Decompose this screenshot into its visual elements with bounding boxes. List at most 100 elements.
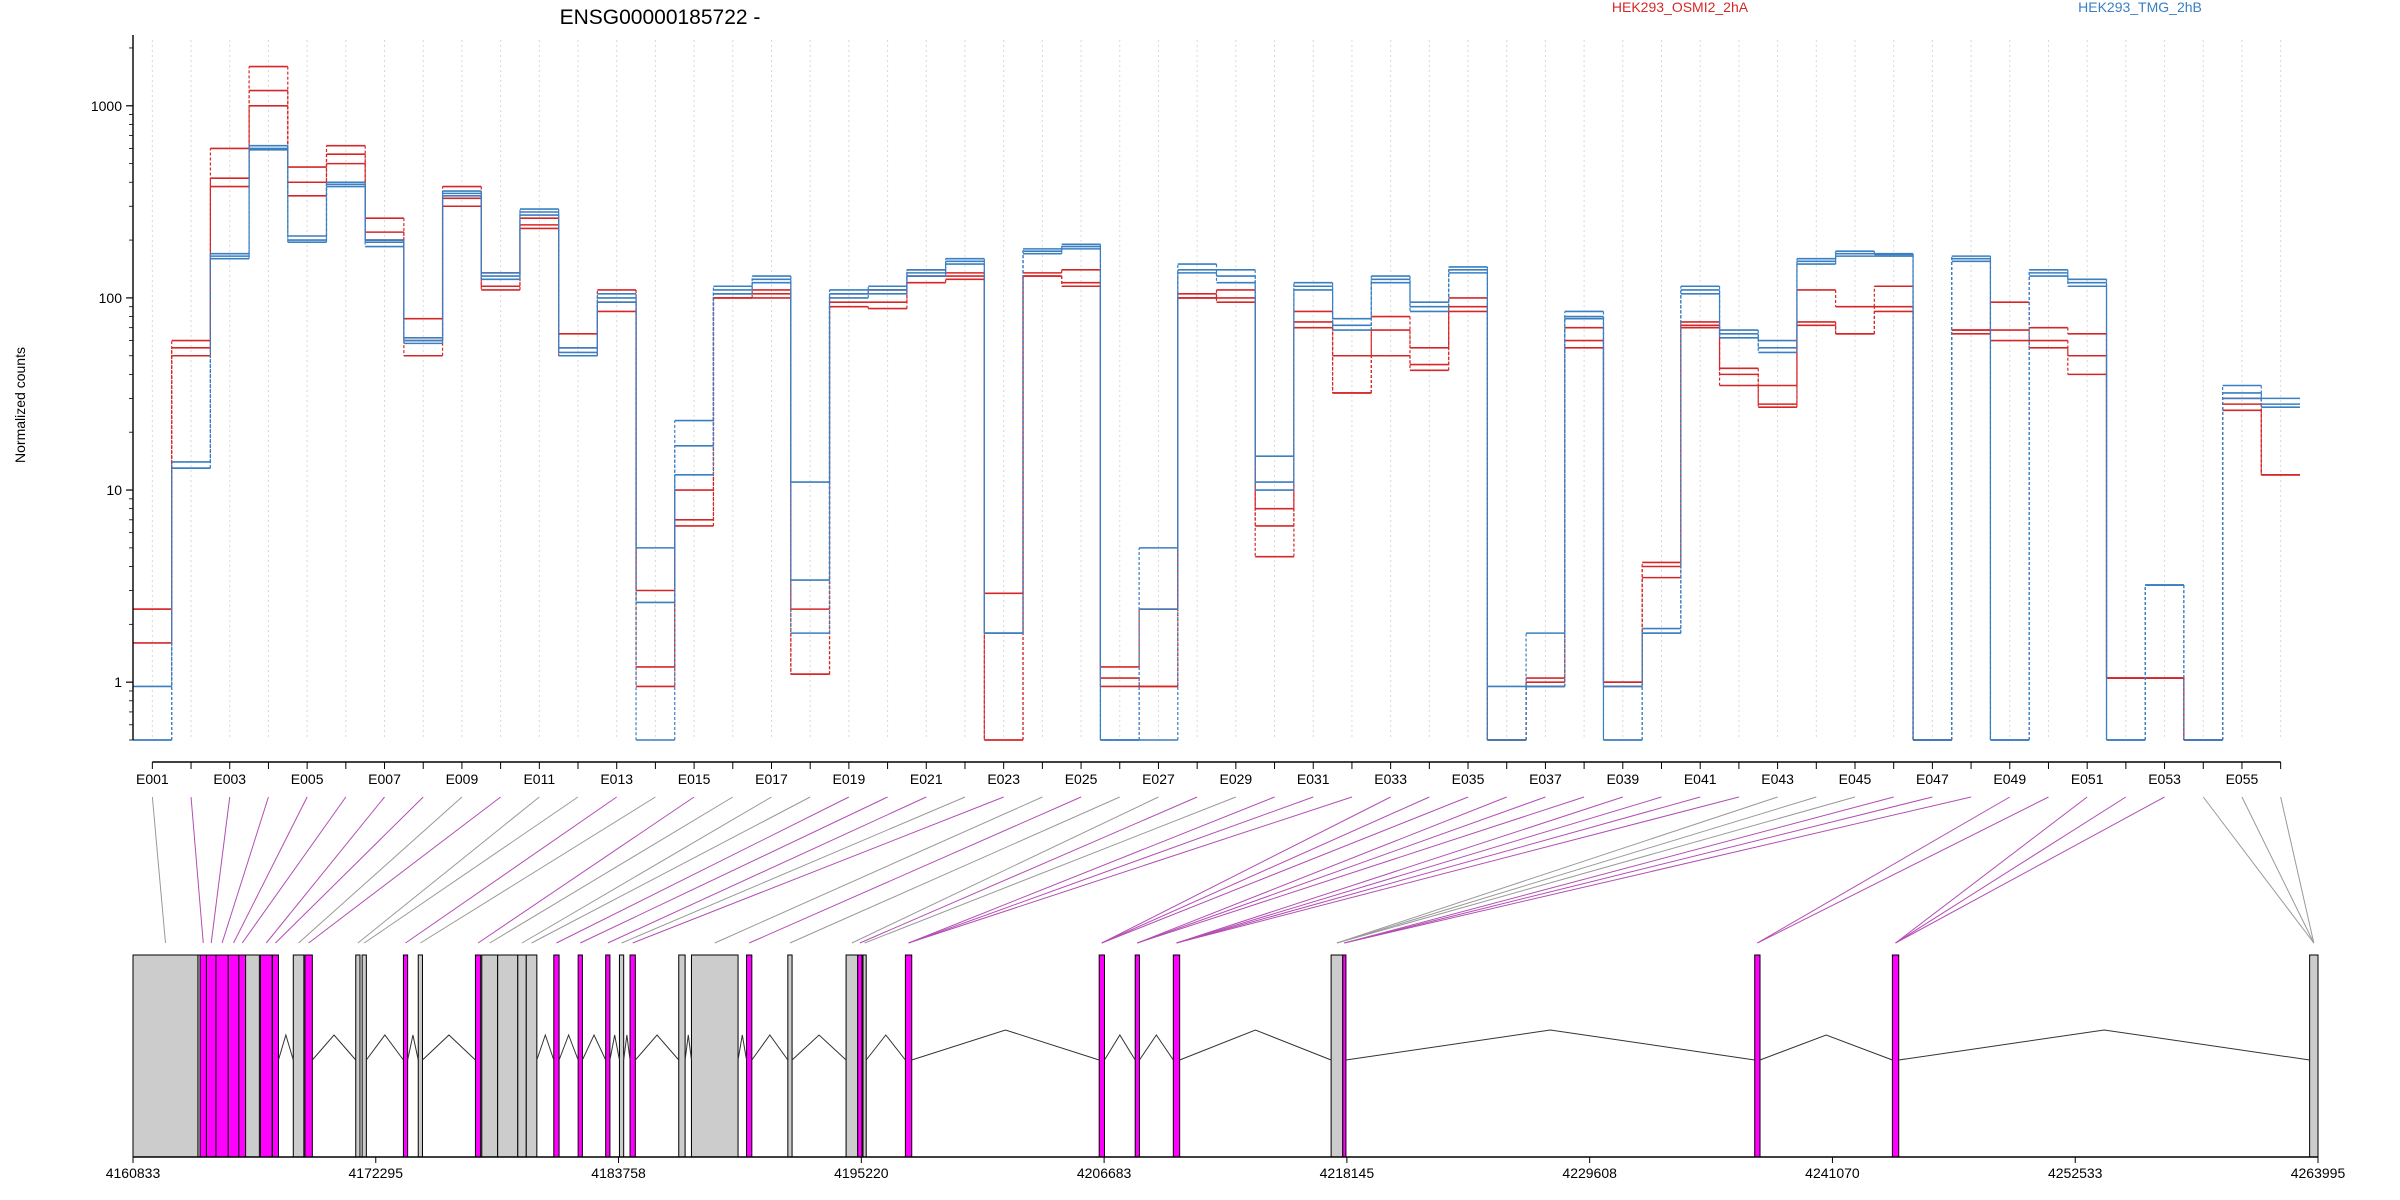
exon-block [481, 954, 499, 1158]
exon-connector [556, 796, 850, 944]
exon-connector [1336, 796, 1778, 944]
exon-block-highlighted [474, 954, 482, 1158]
exon-connector [275, 796, 424, 944]
exon-block [497, 954, 519, 1158]
exon-block [245, 954, 260, 1158]
genomic-tick-label: 4241070 [1805, 1165, 1860, 1181]
legend-entry-osmi2: HEK293_OSMI2_2hA [1612, 0, 1749, 15]
genomic-tick-label: 4195220 [834, 1165, 889, 1181]
exon-block-highlighted [259, 954, 273, 1158]
x-tick-label: E011 [523, 771, 555, 787]
exon-connector [1344, 796, 1972, 944]
genomic-tick-label: 4206683 [1077, 1165, 1132, 1181]
exon-block [1330, 954, 1344, 1158]
x-tick-label: E045 [1839, 771, 1872, 787]
intron [1104, 1034, 1136, 1061]
x-tick-label: E027 [1142, 771, 1175, 787]
exon-connector [477, 796, 695, 944]
exon-connector [1101, 796, 1430, 944]
intron [623, 1034, 631, 1061]
exon-block-highlighted [577, 954, 583, 1158]
exon-block [690, 954, 739, 1158]
x-tick-label: E021 [910, 771, 943, 787]
intron [558, 1033, 579, 1061]
intron [865, 1034, 906, 1061]
genomic-tick-label: 4160833 [106, 1165, 161, 1181]
exon-block-highlighted [402, 954, 409, 1158]
intron [791, 1034, 847, 1061]
exon-connector [1101, 796, 1391, 944]
exon-connector [405, 796, 617, 944]
exon-block-highlighted [215, 954, 229, 1158]
exon-block-highlighted [227, 954, 240, 1158]
exon-connector [241, 796, 347, 944]
intron [911, 1029, 1100, 1061]
series-osmi2-2 [133, 104, 2300, 741]
exon-block [417, 954, 423, 1158]
exon-block [361, 954, 367, 1158]
x-tick-label: E055 [2226, 771, 2259, 787]
exon-connector [1336, 796, 1856, 944]
exon-connector [607, 796, 927, 944]
exon-block [618, 954, 625, 1158]
x-tick-label: E043 [1761, 771, 1794, 787]
exon-connector [298, 796, 463, 944]
exon-connector [1336, 796, 1817, 944]
axes: 1 10 100 1000 E001 E003 E005 E007 E009 E011 E013 E0… [91, 35, 2282, 787]
exon-connector [789, 796, 1120, 944]
intron [634, 1034, 680, 1061]
x-tick-label: E037 [1529, 771, 1562, 787]
x-tick-label: E001 [136, 771, 169, 787]
exon-block-highlighted [1342, 954, 1347, 1158]
x-tick-label: E025 [1065, 771, 1098, 787]
exon-block-highlighted [746, 954, 753, 1158]
exon-block-highlighted [1134, 954, 1140, 1158]
intron [581, 1033, 607, 1061]
exon-block-highlighted [1754, 954, 1761, 1158]
exon-connector [531, 796, 811, 944]
exon-connector [1137, 796, 1546, 944]
exon-block-highlighted [205, 954, 217, 1158]
x-tick-label: E005 [291, 771, 324, 787]
exon-connector [1137, 796, 1507, 944]
x-tick-label: E009 [446, 771, 479, 787]
exon-block-highlighted [605, 954, 611, 1158]
exon-connector [2280, 796, 2315, 944]
exon-block [517, 954, 527, 1158]
x-tick-label: E031 [1297, 771, 1330, 787]
exon-block [355, 954, 361, 1158]
y-tick-label: 1 [114, 674, 122, 690]
exon-connector [265, 796, 385, 944]
x-tick-label: E007 [368, 771, 401, 787]
exon-connector [221, 796, 269, 944]
intron [407, 1034, 419, 1061]
x-tick-label: E051 [2071, 771, 2104, 787]
exon-connector [580, 796, 888, 944]
exon-block [525, 954, 538, 1158]
exon-block-highlighted [1891, 954, 1900, 1158]
genomic-tick-label: 4252533 [2048, 1165, 2103, 1181]
series-lines [133, 65, 2300, 741]
exon-block [292, 954, 305, 1158]
exon-block [862, 954, 867, 1158]
exon-connector [1176, 796, 1740, 944]
exon-connector [748, 796, 1082, 944]
intron [536, 1033, 555, 1061]
x-tick-label: E029 [1219, 771, 1252, 787]
exon-block [2309, 954, 2319, 1158]
x-tick-label: E033 [1374, 771, 1407, 787]
exon-connector [1176, 796, 1662, 944]
x-tick-label: E019 [833, 771, 866, 787]
intron [311, 1034, 357, 1061]
exon-block-highlighted [199, 954, 207, 1158]
exon-connector [621, 796, 966, 944]
exon-block-highlighted [629, 954, 636, 1158]
genomic-tick-label: 4229608 [1562, 1165, 1617, 1181]
y-axis-label: Normalized counts [12, 347, 28, 463]
exon-grid [151, 40, 2282, 740]
exon-connector [1176, 796, 1623, 944]
genomic-tick-label: 4183758 [591, 1165, 646, 1181]
exon-connector [1344, 796, 1894, 944]
exon-connector [2202, 796, 2315, 944]
exon-connector [908, 796, 1353, 944]
